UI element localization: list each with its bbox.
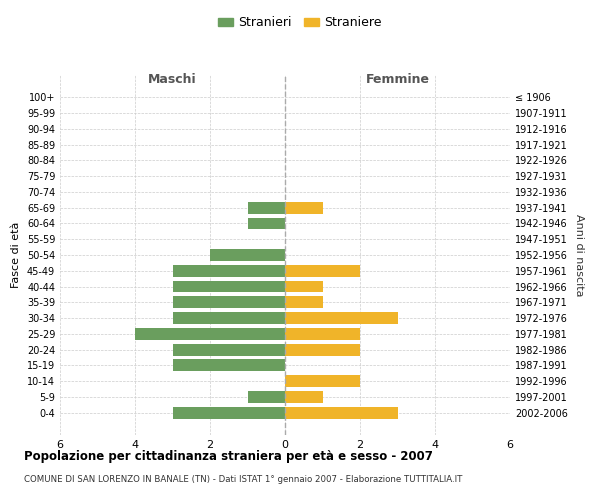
Bar (285, 296, 323, 308)
Bar (173, 280, 285, 292)
Text: Femmine: Femmine (365, 73, 430, 86)
Bar (173, 296, 285, 308)
Bar (135, 328, 285, 340)
Bar (285, 312, 398, 324)
Bar (173, 360, 285, 372)
Bar (173, 312, 285, 324)
Bar (248, 391, 285, 403)
Bar (285, 407, 398, 418)
Bar (285, 344, 360, 355)
Text: COMUNE DI SAN LORENZO IN BANALE (TN) - Dati ISTAT 1° gennaio 2007 - Elaborazione: COMUNE DI SAN LORENZO IN BANALE (TN) - D… (24, 475, 463, 484)
Legend: Stranieri, Straniere: Stranieri, Straniere (213, 11, 387, 34)
Bar (285, 280, 323, 292)
Text: Popolazione per cittadinanza straniera per età e sesso - 2007: Popolazione per cittadinanza straniera p… (24, 450, 433, 463)
Bar (285, 391, 323, 403)
Bar (173, 407, 285, 418)
Bar (285, 202, 323, 213)
Y-axis label: Anni di nascita: Anni di nascita (574, 214, 584, 296)
Bar (248, 218, 285, 230)
Text: Maschi: Maschi (148, 73, 197, 86)
Bar (285, 328, 360, 340)
Bar (210, 249, 285, 261)
Bar (248, 202, 285, 213)
Bar (285, 265, 360, 276)
Bar (173, 344, 285, 355)
Y-axis label: Fasce di età: Fasce di età (11, 222, 21, 288)
Bar (285, 376, 360, 387)
Bar (173, 265, 285, 276)
